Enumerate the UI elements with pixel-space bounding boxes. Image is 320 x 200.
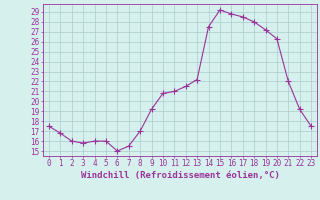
X-axis label: Windchill (Refroidissement éolien,°C): Windchill (Refroidissement éolien,°C)	[81, 171, 279, 180]
